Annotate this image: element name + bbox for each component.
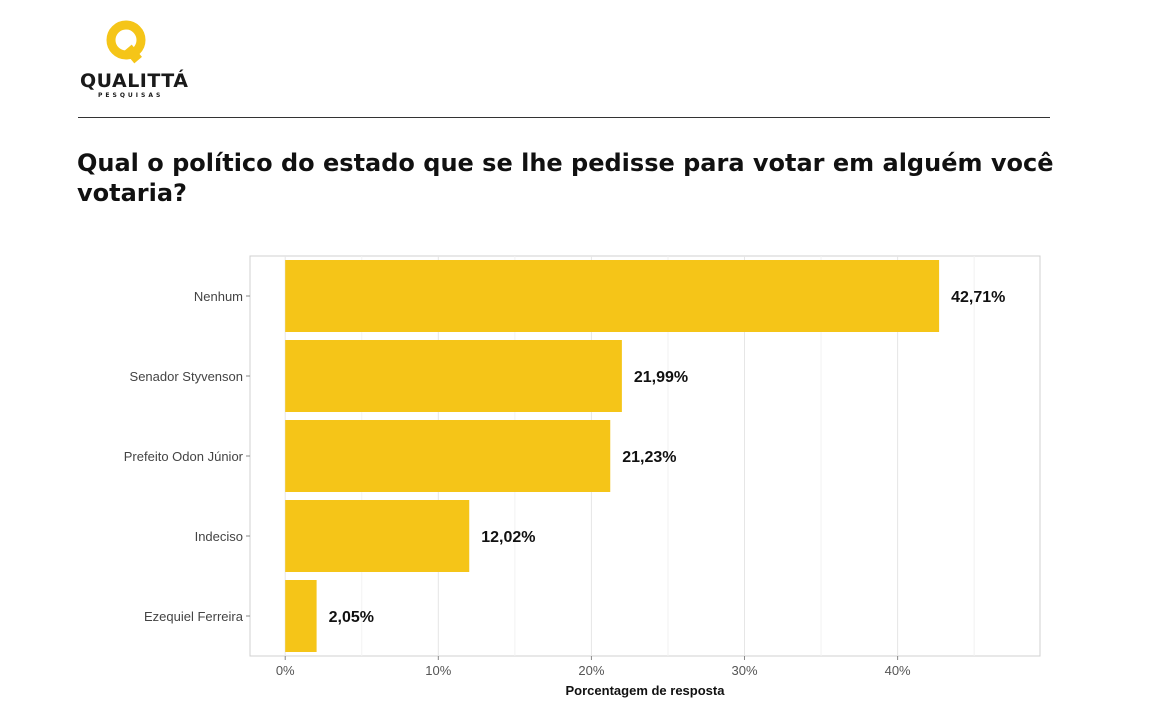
bar bbox=[285, 500, 470, 572]
x-tick-label: 20% bbox=[578, 663, 604, 678]
bar-value-label: 21,99% bbox=[634, 369, 688, 386]
chart-title: Qual o político do estado que se lhe ped… bbox=[77, 149, 1054, 207]
x-tick-label: 40% bbox=[885, 663, 911, 678]
bar bbox=[285, 420, 611, 492]
category-label: Indeciso bbox=[195, 529, 243, 544]
brand-subtitle: PESQUISAS bbox=[98, 92, 164, 99]
category-label: Nenhum bbox=[194, 289, 243, 304]
bar-value-label: 21,23% bbox=[622, 449, 676, 466]
x-tick-label: 10% bbox=[425, 663, 451, 678]
x-axis-title: Porcentagem de resposta bbox=[566, 683, 726, 698]
bar-value-label: 12,02% bbox=[481, 529, 535, 546]
bar-value-label: 2,05% bbox=[329, 609, 374, 626]
bar bbox=[285, 580, 317, 652]
category-label: Prefeito Odon Júnior bbox=[124, 449, 244, 464]
header-divider bbox=[78, 117, 1050, 118]
plot-area: 42,71% Nenhum 21,99% Senador Styvenson 21,23… bbox=[124, 255, 1041, 698]
x-tick-label: 0% bbox=[276, 663, 295, 678]
bar bbox=[285, 340, 622, 412]
bar bbox=[285, 260, 940, 332]
bar-value-label: 42,71% bbox=[951, 289, 1005, 306]
qualitta-logo: QUALITTÁ PESQUISAS bbox=[78, 20, 198, 102]
category-label: Senador Styvenson bbox=[130, 369, 243, 384]
x-tick-label: 30% bbox=[731, 663, 757, 678]
brand-name: QUALITTÁ bbox=[80, 70, 189, 92]
q-logo-icon bbox=[106, 20, 146, 64]
category-label: Ezequiel Ferreira bbox=[144, 609, 244, 624]
